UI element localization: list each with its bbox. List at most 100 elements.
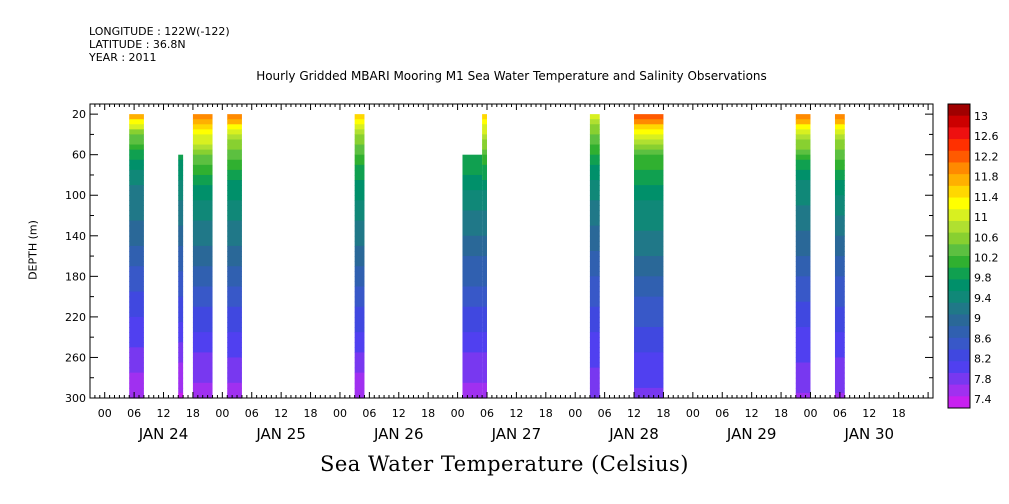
x-tick-label: 18 <box>421 407 435 420</box>
x-day-label: JAN 30 <box>844 425 895 443</box>
x-tick-label: 12 <box>627 407 641 420</box>
colorbar-level-label: 7.4 <box>974 393 992 406</box>
x-tick-label: 00 <box>803 407 817 420</box>
x-tick-label: 06 <box>598 407 612 420</box>
colorbar-level-label: 11.8 <box>974 171 999 184</box>
colorbar-title: Sea Water Temperature (Celsius) <box>319 452 689 476</box>
y-tick-label: 60 <box>72 149 86 162</box>
x-tick-label: 12 <box>157 407 171 420</box>
x-tick-label: 18 <box>539 407 553 420</box>
x-tick-label: 06 <box>715 407 729 420</box>
x-tick-label: 12 <box>862 407 876 420</box>
colorbar-swatch <box>948 162 970 175</box>
data-column-9 <box>634 114 664 399</box>
x-tick-label: 18 <box>774 407 788 420</box>
data-column-3 <box>192 114 213 399</box>
data-column-11 <box>834 114 845 399</box>
y-tick-label: 180 <box>65 270 86 283</box>
x-tick-label: 12 <box>745 407 759 420</box>
colorbar-level-label: 12.2 <box>974 150 999 163</box>
latitude-label: LATITUDE : 36.8N <box>89 38 186 51</box>
colorbar-swatch <box>948 197 970 210</box>
colorbar-level-label: 10.2 <box>974 252 999 265</box>
x-day-label: JAN 26 <box>373 425 424 443</box>
x-tick-label: 12 <box>274 407 288 420</box>
colorbar-swatch <box>948 384 970 397</box>
colorbar-level-label: 9.8 <box>974 272 992 285</box>
data-column-7 <box>482 114 487 399</box>
colorbar-swatch <box>948 337 970 351</box>
colorbar-swatch <box>948 127 970 140</box>
colorbar-swatch <box>948 104 970 117</box>
y-tick-label: 100 <box>65 189 86 202</box>
x-day-label: JAN 27 <box>491 425 542 443</box>
colorbar-swatch <box>948 279 970 292</box>
colorbar-level-label: 12.6 <box>974 130 999 143</box>
x-tick-label: 12 <box>509 407 523 420</box>
x-tick-label: 18 <box>186 407 200 420</box>
colorbar-level-label: 11 <box>974 211 988 224</box>
x-day-label: JAN 24 <box>138 425 189 443</box>
colorbar-level-label: 13 <box>974 110 988 123</box>
x-tick-label: 18 <box>892 407 906 420</box>
colorbar-level-label: 8.6 <box>974 332 992 345</box>
x-tick-label: 06 <box>245 407 259 420</box>
x-tick-label: 00 <box>333 407 347 420</box>
chart-title: Hourly Gridded MBARI Mooring M1 Sea Wate… <box>256 69 767 83</box>
x-day-label: JAN 28 <box>608 425 659 443</box>
y-tick-label: 300 <box>65 392 86 405</box>
colorbar-swatch <box>948 115 970 128</box>
colorbar-swatch <box>948 314 970 327</box>
colorbar-swatch <box>948 302 970 315</box>
colorbar-swatch <box>948 396 970 409</box>
data-column-6 <box>462 154 483 399</box>
colorbar-swatch <box>948 174 970 187</box>
x-tick-label: 06 <box>833 407 847 420</box>
data-column-2 <box>178 154 184 399</box>
x-day-label: JAN 29 <box>726 425 777 443</box>
y-tick-label: 20 <box>72 108 86 121</box>
colorbar-swatch <box>948 361 970 374</box>
data-column-5 <box>354 114 365 399</box>
colorbar-level-label: 7.8 <box>974 373 992 386</box>
data-column-4 <box>227 114 242 399</box>
y-tick-label: 260 <box>65 351 86 364</box>
colorbar-swatch <box>948 349 970 362</box>
colorbar-swatch <box>948 150 970 163</box>
x-tick-label: 18 <box>304 407 318 420</box>
colorbar-swatch <box>948 185 970 199</box>
x-day-label: JAN 25 <box>255 425 306 443</box>
y-tick-label: 220 <box>65 311 86 324</box>
colorbar-swatch <box>948 291 970 304</box>
year-label: YEAR : 2011 <box>89 51 157 64</box>
colorbar-level-label: 11.4 <box>974 191 999 204</box>
x-tick-label: 06 <box>480 407 494 420</box>
colorbar-swatch <box>948 139 970 152</box>
colorbar-swatch <box>948 244 970 257</box>
x-tick-label: 06 <box>362 407 376 420</box>
x-tick-label: 00 <box>451 407 465 420</box>
colorbar-swatch <box>948 256 970 269</box>
colorbar-swatch <box>948 209 970 222</box>
data-column-1 <box>129 114 144 399</box>
x-tick-label: 00 <box>215 407 229 420</box>
x-tick-label: 12 <box>392 407 406 420</box>
y-tick-label: 140 <box>65 230 86 243</box>
colorbar-swatch <box>948 326 970 339</box>
data-column-10 <box>795 114 811 399</box>
x-tick-label: 18 <box>656 407 670 420</box>
colorbar-level-label: 9.4 <box>974 292 992 305</box>
colorbar-swatch <box>948 232 970 245</box>
colorbar-swatch <box>948 372 970 386</box>
colorbar-level-label: 9 <box>974 312 981 325</box>
colorbar-level-label: 10.6 <box>974 231 999 244</box>
x-tick-label: 00 <box>568 407 582 420</box>
colorbar-swatch <box>948 220 970 234</box>
colorbar-frame <box>947 103 971 409</box>
longitude-label: LONGITUDE : 122W(-122) <box>89 25 230 38</box>
data-column-8 <box>589 114 600 399</box>
x-tick-label: 00 <box>686 407 700 420</box>
colorbar-swatch <box>948 267 970 280</box>
colorbar-level-label: 8.2 <box>974 353 992 366</box>
